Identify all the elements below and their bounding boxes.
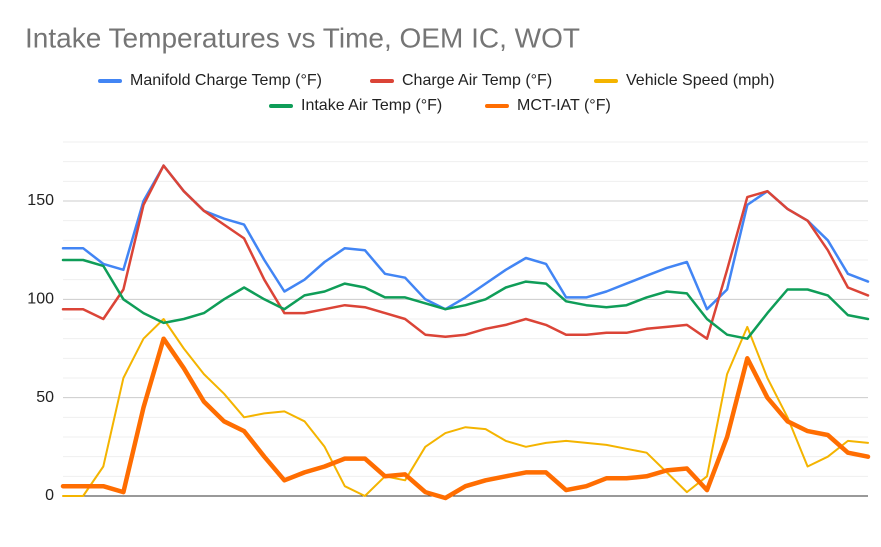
legend-label: Intake Air Temp (°F) (301, 97, 442, 114)
legend-label: MCT-IAT (°F) (517, 97, 611, 114)
legend-label: Vehicle Speed (mph) (626, 72, 775, 89)
y-tick-label: 150 (27, 192, 54, 209)
series-line (60, 336, 871, 501)
y-tick-label: 100 (27, 291, 54, 308)
legend-label: Charge Air Temp (°F) (402, 72, 552, 89)
legend-label: Manifold Charge Temp (°F) (130, 72, 322, 89)
series-line (61, 164, 870, 311)
series-line (62, 318, 869, 497)
y-tick-label: 50 (36, 389, 54, 406)
y-tick-label: 0 (45, 487, 54, 504)
series-line (61, 258, 870, 340)
series-line (61, 164, 870, 340)
chart-title: Intake Temperatures vs Time, OEM IC, WOT (25, 22, 580, 53)
